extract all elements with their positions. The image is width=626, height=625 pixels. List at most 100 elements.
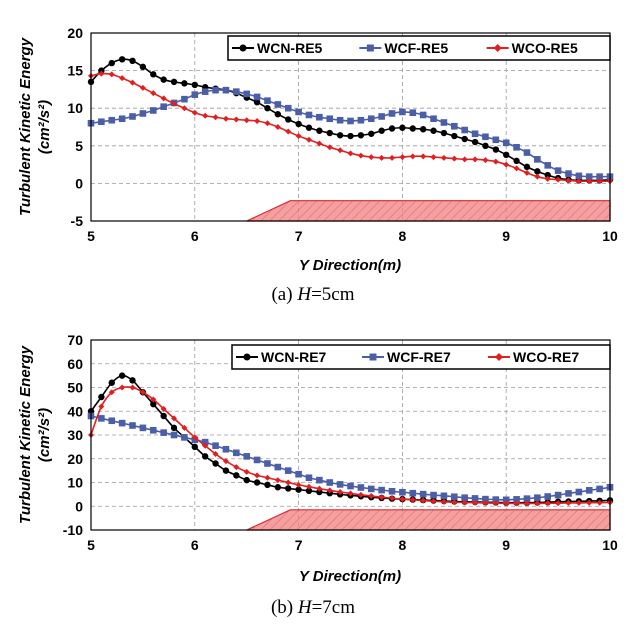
data-point (378, 127, 385, 134)
data-point (368, 493, 375, 500)
data-point (201, 453, 209, 460)
data-point (129, 422, 136, 429)
data-point (108, 379, 115, 386)
data-point (399, 154, 406, 161)
data-point (523, 169, 530, 176)
data-point (305, 483, 312, 490)
data-point (367, 115, 375, 123)
chart-panel-b: 5 6 7 8 9 10 -10 0 10 20 30 40 50 60 70 Y Direction(m) T… (17, 332, 618, 618)
data-point (451, 499, 458, 506)
data-point (98, 393, 105, 401)
data-point (523, 163, 531, 171)
data-point (503, 151, 510, 159)
y-tick-label: 15 (67, 63, 83, 79)
data-point (316, 485, 323, 492)
data-point (274, 101, 282, 108)
data-point (440, 154, 447, 161)
data-point (253, 98, 261, 106)
data-point (274, 111, 282, 118)
data-point (534, 500, 541, 507)
hatch-line (341, 200, 363, 221)
data-point (305, 474, 313, 482)
legend-entry: WCN-RE5 (232, 40, 323, 56)
data-point (316, 140, 323, 147)
data-point (295, 481, 302, 488)
data-point (98, 118, 105, 126)
hatch-line (476, 200, 498, 221)
series-wco-re7 (88, 384, 613, 507)
data-point (337, 489, 344, 495)
hatch-line (359, 200, 381, 221)
data-point (118, 419, 126, 427)
data-point (389, 495, 396, 502)
data-point (305, 136, 312, 143)
hatch-line (404, 200, 426, 221)
data-point (482, 133, 489, 141)
data-point (108, 389, 115, 396)
data-point (357, 484, 365, 491)
hatch-line (593, 200, 610, 221)
data-point (378, 486, 385, 494)
y-tick-label: 70 (67, 332, 83, 348)
hatch-line (278, 200, 300, 221)
data-point (430, 491, 437, 499)
data-point (274, 124, 281, 130)
caption-value: =7cm (312, 597, 356, 618)
data-point (565, 177, 572, 184)
data-point (326, 487, 333, 494)
hatch-line (287, 200, 309, 221)
hatch-line (287, 509, 309, 530)
data-point (191, 443, 198, 451)
data-point (399, 124, 406, 131)
data-point (419, 490, 427, 498)
plot-frame (90, 32, 611, 222)
y-tick-label: 0 (75, 175, 83, 191)
hatch-line (593, 509, 610, 530)
data-point (451, 493, 458, 501)
hatch-line (557, 200, 579, 221)
hatch-line (557, 509, 579, 530)
data-point (118, 372, 126, 379)
x-tick-label: 8 (399, 228, 407, 244)
hatch-line (413, 509, 435, 530)
data-point (150, 90, 157, 97)
data-point (357, 132, 365, 139)
data-point (253, 93, 261, 101)
data-point (108, 116, 116, 124)
data-point (149, 426, 157, 434)
data-point (523, 500, 530, 507)
y-tick-label: 60 (67, 356, 83, 372)
hatch-line (431, 200, 453, 221)
data-point (347, 150, 354, 157)
data-point (119, 75, 126, 82)
data-point (181, 80, 188, 87)
data-point (170, 424, 178, 432)
legend-label: WCO-RE5 (512, 40, 578, 56)
legend-label: WCN-RE7 (261, 349, 327, 365)
y-tick-label: 50 (67, 380, 83, 396)
data-point (585, 487, 593, 494)
hatch-line (584, 200, 606, 221)
data-point (451, 155, 458, 162)
data-point (368, 154, 375, 161)
data-point (399, 488, 406, 496)
y-tick-label: -5 (71, 213, 84, 229)
data-point (222, 115, 229, 122)
hatch-line (602, 200, 610, 221)
plot-area (91, 33, 610, 221)
data-point (316, 476, 323, 484)
data-point (420, 153, 427, 160)
hatch-line (269, 509, 291, 530)
data-point (98, 70, 105, 77)
data-point (305, 124, 313, 131)
data-point (295, 108, 302, 116)
data-point (295, 133, 302, 140)
data-point (222, 467, 230, 474)
y-tick-label: 10 (67, 100, 83, 116)
data-point (451, 122, 458, 130)
legend-marker (239, 44, 247, 52)
x-tick-label: 7 (295, 537, 303, 553)
x-tick-label: 5 (87, 537, 95, 553)
plot-frame (90, 339, 611, 531)
